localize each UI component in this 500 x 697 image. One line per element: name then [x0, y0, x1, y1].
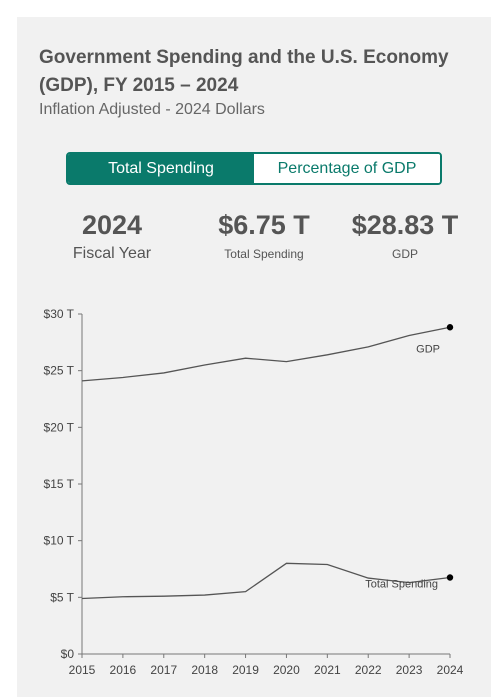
gdp-value: $28.83 T	[351, 210, 459, 240]
fiscal-year-value: 2024	[81, 210, 143, 240]
x-tick-label: 2021	[314, 663, 341, 677]
fiscal-year-stat: 2024 Fiscal Year	[62, 209, 162, 263]
chart-panel	[17, 17, 491, 697]
x-tick-label: 2020	[273, 663, 300, 677]
gdp-stat-label: GDP	[391, 247, 418, 261]
gdp-stat: $28.83 T GDP	[339, 209, 471, 261]
x-tick-label: 2024	[437, 663, 464, 677]
y-tick-label: $25 T	[44, 364, 75, 378]
y-tick-label: $15 T	[44, 477, 75, 491]
total-spending-series-label: Total Spending	[365, 579, 438, 591]
y-tick-label: $10 T	[44, 534, 75, 548]
total-spending-line	[81, 562, 451, 600]
x-tick-label: 2019	[232, 663, 259, 677]
y-tick-label: $5 T	[50, 590, 74, 604]
x-tick-label: 2015	[69, 663, 96, 677]
total-spending-stat: $6.75 T Total Spending	[199, 209, 329, 261]
total-spending-toggle-button[interactable]: Total Spending	[68, 154, 254, 183]
total-spending-value: $6.75 T	[218, 210, 310, 240]
x-tick-label: 2022	[355, 663, 382, 677]
view-toggle: Total Spending Percentage of GDP	[66, 152, 442, 185]
page-title: Government Spending and the U.S. Economy…	[39, 47, 449, 96]
total-spending-endpoint	[446, 574, 454, 581]
y-tick-label: $30 T	[44, 307, 75, 321]
gdp-endpoint	[446, 324, 454, 331]
gdp-series-label: GDP	[416, 343, 440, 355]
x-tick-label: 2016	[110, 663, 137, 677]
x-tick-label: 2023	[396, 663, 423, 677]
total-spending-stat-label: Total Spending	[224, 247, 304, 261]
fiscal-year-label: Fiscal Year	[72, 245, 152, 262]
x-tick-label: 2017	[150, 663, 177, 677]
percentage-gdp-toggle-button[interactable]: Percentage of GDP	[254, 154, 440, 183]
gdp-line	[81, 326, 451, 382]
x-tick-label: 2018	[191, 663, 218, 677]
y-tick-label: $20 T	[44, 420, 75, 434]
y-tick-label: $0	[61, 647, 75, 661]
page-subtitle: Inflation Adjusted - 2024 Dollars	[39, 101, 265, 118]
